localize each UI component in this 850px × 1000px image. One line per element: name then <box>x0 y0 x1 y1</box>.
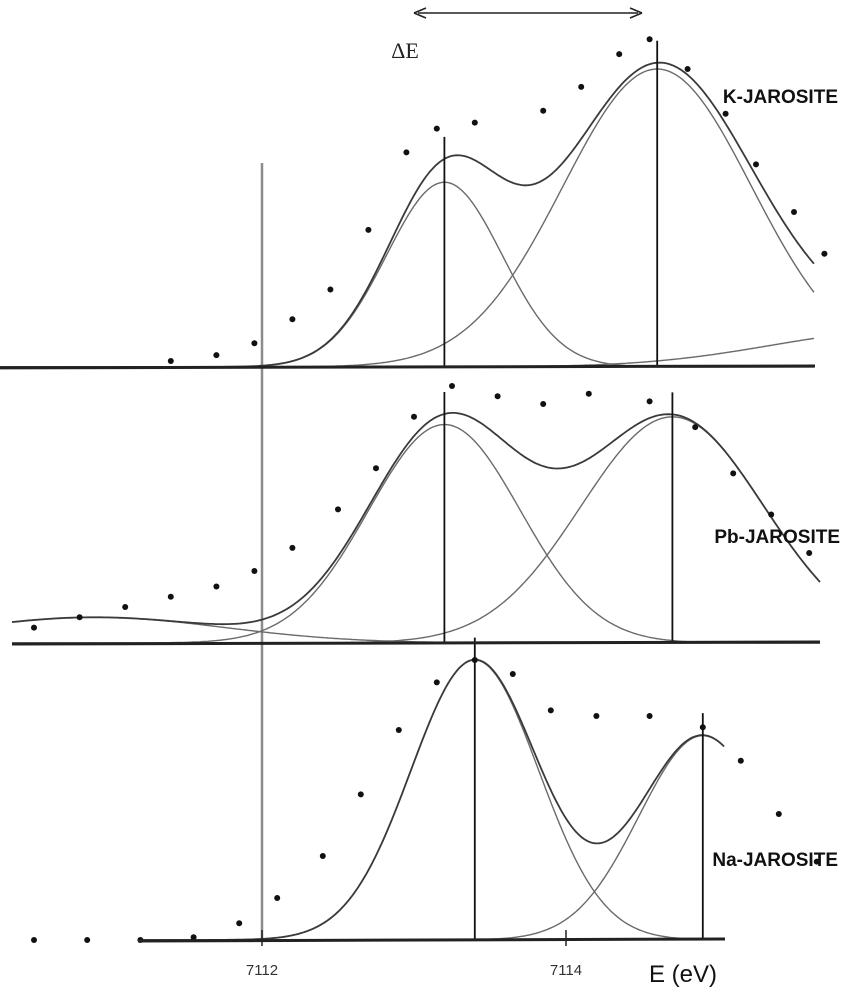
data-point-k-jarosite-14 <box>684 66 691 72</box>
baseline-na-jarosite <box>137 937 726 943</box>
x-axis-title: E (eV) <box>649 961 717 988</box>
data-point-k-jarosite-6 <box>365 226 372 233</box>
data-point-k-jarosite-4 <box>289 316 296 323</box>
data-point-pb-jarosite-2 <box>31 624 37 631</box>
data-point-na-jarosite-13 <box>547 707 554 714</box>
data-point-na-jarosite-8 <box>357 791 364 798</box>
data-point-k-jarosite-12 <box>616 51 623 58</box>
data-point-pb-jarosite-19 <box>768 511 775 518</box>
envelope-curve-na-jarosite <box>138 658 725 941</box>
data-point-pb-jarosite-10 <box>373 465 379 472</box>
data-point-pb-jarosite-20 <box>806 550 813 556</box>
data-point-pb-jarosite-4 <box>122 604 129 610</box>
data-point-na-jarosite-4 <box>190 934 197 941</box>
component-curve-k-jarosite-3 <box>0 337 815 368</box>
data-point-pb-jarosite-9 <box>335 506 341 513</box>
data-point-na-jarosite-9 <box>395 727 402 733</box>
data-points-layer <box>31 36 828 943</box>
data-point-k-jarosite-2 <box>213 352 220 359</box>
panel-label-pb-jarosite: Pb-JAROSITE <box>714 527 840 548</box>
data-point-k-jarosite-16 <box>753 161 759 168</box>
data-point-na-jarosite-16 <box>699 724 706 731</box>
panel-label-k-jarosite: K-JAROSITE <box>723 87 838 108</box>
data-point-k-jarosite-3 <box>251 340 258 347</box>
component-curves-layer <box>0 68 821 941</box>
data-point-pb-jarosite-11 <box>411 413 417 420</box>
data-point-k-jarosite-9 <box>471 119 478 126</box>
data-point-k-jarosite-10 <box>540 107 547 114</box>
delta-marker-layer: ΔE <box>391 7 643 63</box>
data-point-pb-jarosite-17 <box>692 424 699 431</box>
baseline-k-jarosite <box>0 364 816 370</box>
data-point-k-jarosite-15 <box>722 110 729 117</box>
data-point-na-jarosite-10 <box>433 679 440 686</box>
data-point-pb-jarosite-14 <box>540 401 547 407</box>
data-point-pb-jarosite-13 <box>494 393 501 400</box>
data-point-k-jarosite-5 <box>327 286 334 293</box>
data-point-k-jarosite-7 <box>403 149 410 156</box>
envelope-curve-pb-jarosite <box>11 412 821 626</box>
data-point-pb-jarosite-3 <box>76 614 83 621</box>
data-point-k-jarosite-13 <box>646 36 653 43</box>
data-point-na-jarosite-2 <box>84 937 91 943</box>
delta-arrow-head-right <box>629 7 643 19</box>
x-tick-label-7112: 7112 <box>246 962 278 979</box>
data-point-k-jarosite-1 <box>167 358 174 364</box>
data-point-na-jarosite-14 <box>593 713 600 719</box>
component-curve-na-jarosite-1 <box>138 659 725 941</box>
reference-lines-layer <box>260 163 264 940</box>
component-curve-pb-jarosite-2 <box>12 416 821 644</box>
delta-arrow-head-left <box>413 7 427 19</box>
delta-e-label: ΔE <box>391 38 419 63</box>
baseline-pb-jarosite <box>11 640 821 646</box>
data-point-na-jarosite-6 <box>274 895 281 901</box>
component-curve-na-jarosite-2 <box>138 734 725 941</box>
data-point-pb-jarosite-8 <box>289 544 296 551</box>
envelope-curve-k-jarosite <box>0 61 815 368</box>
data-point-k-jarosite-18 <box>821 250 828 257</box>
data-point-na-jarosite-17 <box>737 757 744 764</box>
data-point-na-jarosite-12 <box>509 671 516 677</box>
data-point-pb-jarosite-7 <box>251 568 258 574</box>
data-point-pb-jarosite-16 <box>646 398 653 405</box>
component-curve-pb-jarosite-1 <box>12 423 820 644</box>
data-point-na-jarosite-19 <box>813 858 820 865</box>
peak-lines-layer <box>443 40 704 940</box>
data-point-pb-jarosite-12 <box>449 383 455 389</box>
panel-label-na-jarosite: Na-JAROSITE <box>712 850 838 871</box>
data-point-pb-jarosite-5 <box>167 593 174 600</box>
x-tick-label-7114: 7114 <box>550 962 582 979</box>
data-point-k-jarosite-8 <box>433 125 440 132</box>
panel-labels-layer: K-JAROSITE Pb-JAROSITE Na-JAROSITE <box>712 87 840 871</box>
energy-axis-layer: 711271147116 <box>0 364 821 979</box>
data-point-k-jarosite-17 <box>791 209 797 215</box>
data-point-na-jarosite-7 <box>319 853 326 859</box>
data-point-na-jarosite-1 <box>31 937 37 943</box>
data-point-na-jarosite-5 <box>236 920 243 927</box>
data-point-na-jarosite-15 <box>646 713 653 719</box>
data-point-pb-jarosite-18 <box>730 470 737 477</box>
data-point-pb-jarosite-15 <box>585 390 592 397</box>
data-point-pb-jarosite-6 <box>213 583 220 590</box>
data-point-na-jarosite-11 <box>471 657 478 663</box>
data-point-na-jarosite-18 <box>775 811 782 817</box>
envelope-curves-layer <box>0 61 821 941</box>
data-point-k-jarosite-11 <box>578 83 585 90</box>
